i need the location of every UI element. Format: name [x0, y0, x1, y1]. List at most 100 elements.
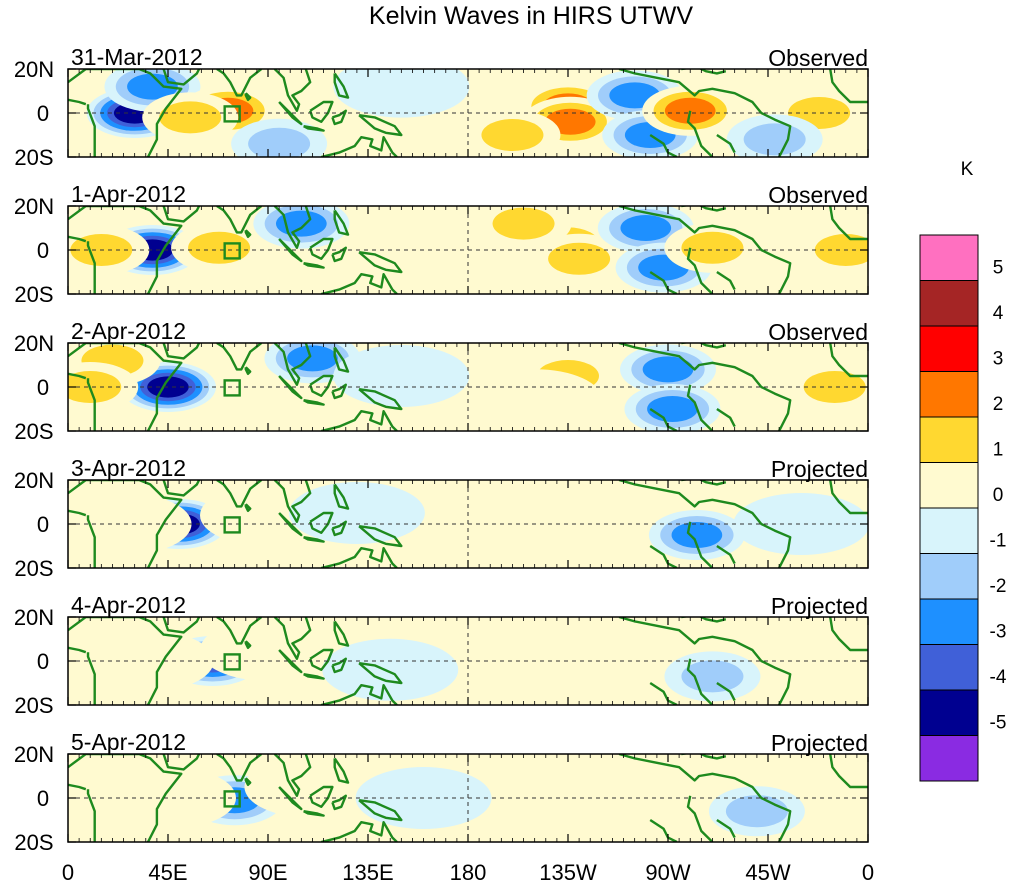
coastline: [358, 662, 403, 685]
contour-blob: [276, 210, 327, 237]
x-tick-label: 0: [862, 860, 874, 885]
coastline: [716, 133, 736, 154]
y-tick-label: 20N: [14, 468, 54, 493]
contour-blob: [733, 493, 868, 555]
panel-status: Observed: [768, 319, 868, 345]
coastline: [68, 617, 183, 705]
y-tick-label: 20S: [14, 419, 53, 444]
coastline: [829, 69, 868, 104]
y-tick-label: 0: [37, 238, 49, 263]
coastline: [358, 799, 403, 822]
contour-blob: [322, 638, 459, 701]
coastline: [333, 72, 350, 99]
coastline: [68, 343, 183, 431]
coastline: [829, 754, 868, 789]
contour-blob: [477, 506, 614, 568]
coastline: [162, 480, 201, 497]
coastline: [244, 92, 252, 101]
coastline: [68, 646, 87, 654]
colorbar-swatch: [919, 507, 979, 554]
colorbar-swatch: [919, 462, 979, 509]
y-tick-label: 0: [37, 375, 49, 400]
coastline: [303, 536, 325, 543]
y-tick-label: 20S: [14, 830, 53, 855]
panel-date: 4-Apr-2012: [71, 592, 186, 618]
coastline: [686, 247, 714, 294]
coastline: [716, 544, 736, 565]
coastline: [618, 480, 792, 568]
coastline: [68, 69, 183, 157]
contour-blob: [743, 123, 806, 156]
coastline: [321, 683, 398, 705]
coastlines: [68, 480, 868, 568]
coastline: [716, 818, 736, 839]
panel-6: 20N 0 20S 5-Apr-2012 Projected: [14, 729, 869, 855]
colorbar-unit: K: [961, 159, 974, 180]
contour-blob: [68, 493, 192, 555]
coastline: [716, 270, 736, 291]
coastline: [618, 754, 792, 842]
coastline: [358, 251, 403, 274]
contour-blob: [725, 795, 788, 828]
coastline: [68, 235, 87, 243]
coastline: [273, 206, 312, 249]
coastline: [333, 483, 350, 510]
coastline: [618, 69, 792, 157]
coastline: [321, 409, 398, 431]
coastline: [244, 229, 252, 238]
coastline: [86, 515, 96, 568]
coastline: [278, 786, 303, 811]
coastline: [68, 206, 183, 294]
coastline: [68, 372, 87, 380]
coastline: [273, 754, 312, 797]
contour-blob: [533, 647, 670, 705]
coastline: [331, 246, 347, 263]
coastline: [681, 617, 727, 623]
colorbar-swatch: [919, 735, 979, 782]
coastline: [358, 388, 403, 411]
contour-blob: [671, 522, 723, 548]
contour-blob: [244, 756, 381, 818]
anomaly-contours: [68, 343, 868, 431]
coastline: [618, 343, 792, 431]
coastline: [162, 206, 201, 223]
coastline: [321, 135, 398, 157]
coastline: [681, 206, 727, 212]
colorbar-swatch: [919, 325, 979, 372]
x-tick-label: 45W: [745, 860, 790, 885]
reference-box: [223, 790, 241, 808]
coastline: [686, 658, 714, 705]
panel-date: 2-Apr-2012: [71, 318, 186, 344]
panel-1: 20N 0 20S 31-Mar-2012 Observed: [14, 44, 869, 170]
panel-status: Observed: [768, 45, 868, 71]
contour-blob: [248, 127, 311, 157]
coastline: [68, 480, 183, 568]
y-tick-label: 20S: [14, 556, 53, 581]
colorbar-label: 0: [993, 485, 1004, 506]
coastline: [331, 383, 347, 400]
colorbar-label: 2: [993, 394, 1004, 415]
panel-status: Projected: [771, 593, 868, 619]
x-tick-label: 90E: [248, 860, 287, 885]
colorbar-label: -3: [990, 622, 1007, 643]
y-tick-label: 0: [37, 786, 49, 811]
coastline: [716, 407, 736, 428]
coastline: [244, 777, 252, 786]
coastline: [331, 520, 347, 537]
panel-date: 31-Mar-2012: [71, 44, 203, 70]
coastline: [686, 521, 714, 568]
coastline: [681, 754, 727, 760]
coastline: [649, 270, 678, 294]
coastline: [244, 503, 252, 512]
reference-box: [223, 516, 241, 534]
coastline: [162, 69, 201, 86]
coastline: [321, 272, 398, 294]
coastline: [649, 818, 678, 842]
coastline: [331, 109, 347, 126]
colorbar-label: -1: [990, 531, 1007, 552]
colorbar-swatch: [919, 553, 979, 600]
panel-status: Observed: [768, 182, 868, 208]
coastline: [829, 206, 868, 241]
coastline: [216, 206, 263, 234]
coastline: [303, 673, 325, 680]
